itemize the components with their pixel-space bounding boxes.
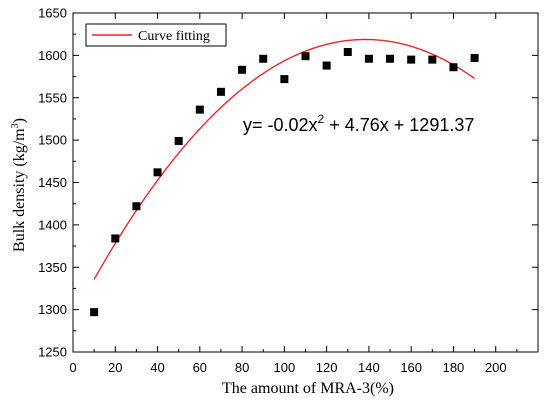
equation-prefix: y= -0.02x [243,115,318,135]
y-tick-label: 1650 [38,6,67,21]
x-tick-label: 20 [108,360,122,375]
y-tick-label: 1500 [38,133,67,148]
y-tick-label: 1350 [38,260,67,275]
y-tick-label: 1300 [38,302,67,317]
axis-ticks: 0 20 40 60 80 100 120 140 160 180 200 1250 1300 1350 1… [38,6,538,375]
data-point [428,55,437,64]
fit-equation: y= -0.02x2 + 4.76x + 1291.37 [243,112,474,135]
data-point [280,75,289,84]
data-points [90,47,479,317]
x-tick-label: 160 [400,360,422,375]
x-tick-label: 200 [485,360,507,375]
equation-suffix: + 4.76x + 1291.37 [324,115,474,135]
x-axis-title: The amount of MRA-3(%) [222,380,394,397]
equation-power: 2 [318,112,325,126]
fit-curve [93,38,475,280]
legend-box [85,23,227,47]
x-tick-label: 40 [150,360,164,375]
x-tick-label: 80 [235,360,249,375]
y-axis-title-main: Bulk density (kg/m [11,128,28,252]
y-tick-label: 1600 [38,48,67,63]
data-point [301,52,310,61]
legend: Curve fitting [85,23,227,47]
x-tick-label: 0 [69,360,76,375]
data-point [470,53,479,62]
data-point [174,136,183,145]
data-point [238,65,247,74]
y-axis-title-sup: 3 [10,123,21,128]
data-point [132,202,141,211]
data-point [153,168,162,177]
data-point [195,105,204,114]
x-tick-label: 180 [443,360,465,375]
data-point [90,308,99,317]
x-tick-label: 60 [193,360,207,375]
data-point [407,55,416,64]
y-axis-title-end: ) [11,118,28,123]
x-tick-label: 100 [274,360,296,375]
x-tick-label: 140 [358,360,380,375]
data-point [364,54,373,63]
y-tick-label: 1550 [38,90,67,105]
fit-curve-group [93,38,475,280]
data-point [111,234,120,243]
data-point [449,63,458,72]
data-point [343,47,352,56]
data-point [322,61,331,70]
legend-label: Curve fitting [138,29,210,44]
plot-frame [72,12,539,353]
y-tick-label: 1250 [38,345,67,360]
y-tick-label: 1400 [38,217,67,232]
data-point [216,87,225,96]
x-tick-label: 120 [316,360,338,375]
data-point [386,54,395,63]
data-point [259,54,268,63]
y-tick-label: 1450 [38,175,67,190]
y-axis-title: Bulk density (kg/m3) [10,118,28,252]
